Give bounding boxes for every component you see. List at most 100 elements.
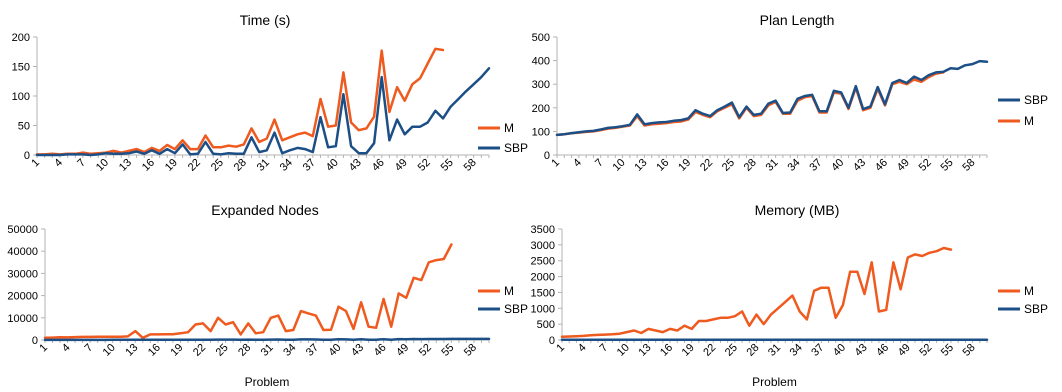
x-tick-label: 10 <box>101 342 118 359</box>
x-tick-label: 46 <box>873 157 890 174</box>
x-tick-label: 13 <box>123 342 140 359</box>
x-tick-label: 25 <box>209 157 226 174</box>
y-tick-label: 40000 <box>7 246 38 258</box>
x-tick-label: 37 <box>809 342 826 359</box>
chart-title: Time (s) <box>240 12 291 28</box>
y-tick-label: 1000 <box>531 303 555 315</box>
x-tick-label: 1 <box>29 157 42 170</box>
x-tick-label: 31 <box>255 157 272 174</box>
x-tick-label: 37 <box>301 157 318 174</box>
x-tick-label: 13 <box>117 157 134 174</box>
y-tick-label: 50000 <box>7 224 38 236</box>
x-tick-label: 7 <box>593 157 606 170</box>
x-tick-label: 22 <box>701 342 718 359</box>
x-tick-label: 28 <box>232 157 249 174</box>
x-axis-label: Problem <box>245 375 290 389</box>
x-tick-label: 40 <box>326 342 343 359</box>
series-line-m <box>560 246 953 339</box>
x-tick-label: 34 <box>281 342 298 359</box>
x-tick-label: 19 <box>163 157 180 174</box>
x-tick-label: 28 <box>236 342 253 359</box>
x-tick-label: 49 <box>896 342 913 359</box>
x-tick-label: 55 <box>939 157 956 174</box>
x-tick-label: 13 <box>636 342 653 359</box>
x-tick-label: 22 <box>698 157 715 174</box>
chart-title: Expanded Nodes <box>211 202 318 218</box>
y-tick-label: 20000 <box>7 291 38 303</box>
x-tick-label: 25 <box>723 342 740 359</box>
x-tick-label: 22 <box>191 342 208 359</box>
x-tick-label: 34 <box>278 157 295 174</box>
x-tick-label: 34 <box>785 157 802 174</box>
y-tick-label: 1500 <box>531 287 555 299</box>
x-tick-label: 10 <box>94 157 111 174</box>
legend-label: M <box>504 121 514 135</box>
x-tick-label: 49 <box>394 342 411 359</box>
legend-label: M <box>1024 114 1034 128</box>
chart-title: Plan Length <box>760 12 835 28</box>
y-tick-label: 0 <box>32 335 38 347</box>
series-line-m <box>35 47 445 156</box>
x-tick-label: 31 <box>259 342 276 359</box>
x-tick-label: 46 <box>874 342 891 359</box>
y-tick-label: 3000 <box>531 240 555 252</box>
x-tick-label: 46 <box>372 342 389 359</box>
x-axis-label: Problem <box>752 375 797 389</box>
x-tick-label: 25 <box>720 157 737 174</box>
x-tick-label: 25 <box>214 342 231 359</box>
y-tick-label: 150 <box>12 62 30 74</box>
series-line-sbp <box>555 59 989 137</box>
y-tick-label: 300 <box>532 79 550 91</box>
series-line-sbp <box>35 67 491 157</box>
chart-panel-1: Time (s) 0 50 100 150 200 1 4 7 10 13 16 19 22 25 28 31 3… <box>12 12 528 174</box>
chart-panel-4: Memory (MB) 0 500 1000 1500 2000 2500 3000 3500 1… <box>531 202 1049 389</box>
y-tick-label: 100 <box>12 91 30 103</box>
legend-label: SBP <box>1024 302 1048 316</box>
legend-entry-sbp: SBP <box>478 141 528 155</box>
x-tick-label: 4 <box>60 342 73 355</box>
y-tick-label: 30000 <box>7 268 38 280</box>
legend-entry-m: M <box>478 284 514 298</box>
y-tick-label: 10000 <box>7 313 38 325</box>
x-tick-label: 58 <box>462 342 479 359</box>
y-tick-label: 2000 <box>531 272 555 284</box>
x-tick-label: 52 <box>917 157 934 174</box>
x-tick-label: 1 <box>554 342 567 355</box>
legend-entry-m: M <box>478 121 514 135</box>
x-tick-label: 43 <box>851 157 868 174</box>
x-tick-label: 43 <box>349 342 366 359</box>
x-tick-label: 55 <box>439 157 456 174</box>
legend-label: SBP <box>504 141 528 155</box>
x-tick-label: 16 <box>140 157 157 174</box>
x-tick-label: 28 <box>744 342 761 359</box>
x-tick-label: 4 <box>576 342 589 355</box>
legend-entry-m: M <box>998 114 1034 128</box>
x-tick-label: 40 <box>831 342 848 359</box>
series-line-m <box>43 243 453 340</box>
y-tick-label: 400 <box>532 56 550 68</box>
x-tick-label: 1 <box>37 342 50 355</box>
x-tick-label: 4 <box>52 157 65 170</box>
x-tick-label: 37 <box>807 157 824 174</box>
x-tick-label: 7 <box>598 342 611 355</box>
series-line-sbp <box>43 337 491 342</box>
y-tick-label: 0 <box>24 150 30 162</box>
x-tick-label: 46 <box>370 157 387 174</box>
x-tick-label: 58 <box>462 157 479 174</box>
x-tick-label: 52 <box>917 342 934 359</box>
y-tick-label: 0 <box>544 150 550 162</box>
x-tick-label: 1 <box>549 157 562 170</box>
x-tick-label: 22 <box>186 157 203 174</box>
legend-label: SBP <box>504 302 528 316</box>
x-tick-label: 16 <box>658 342 675 359</box>
x-tick-label: 55 <box>439 342 456 359</box>
chart-title: Memory (MB) <box>755 202 840 218</box>
y-tick-label: 200 <box>532 103 550 115</box>
x-tick-label: 34 <box>788 342 805 359</box>
x-tick-label: 19 <box>676 157 693 174</box>
x-tick-label: 55 <box>939 342 956 359</box>
y-tick-label: 200 <box>12 32 30 44</box>
x-tick-label: 40 <box>324 157 341 174</box>
y-tick-label: 50 <box>18 121 30 133</box>
x-tick-label: 49 <box>895 157 912 174</box>
